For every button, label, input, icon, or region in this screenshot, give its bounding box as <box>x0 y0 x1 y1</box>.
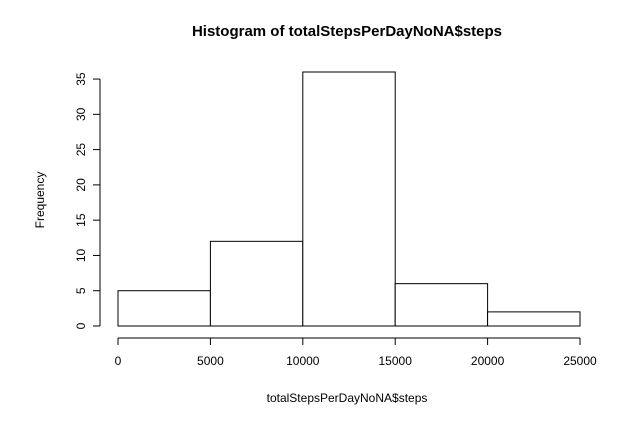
chart-title: Histogram of totalStepsPerDayNoNA$steps <box>192 23 502 40</box>
histogram-bar-2 <box>302 71 396 327</box>
y-tick-label-5: 25 <box>74 143 88 157</box>
y-axis: 0 5 10 15 20 25 30 35 <box>74 72 101 329</box>
x-tick-label-2: 10000 <box>286 354 320 368</box>
histogram-bar-4 <box>487 311 581 327</box>
y-tick-label-3: 15 <box>74 213 88 227</box>
bars-layer <box>117 71 581 327</box>
x-tick-label-4: 20000 <box>471 354 505 368</box>
histogram-bar-1 <box>209 240 304 327</box>
x-tick-label-0: 0 <box>115 354 122 368</box>
y-tick-label-7: 35 <box>74 72 88 86</box>
x-tick-label-5: 25000 <box>563 354 597 368</box>
y-axis-label: Frequency <box>33 172 47 229</box>
y-tick-label-4: 20 <box>74 178 88 192</box>
x-axis: 0 5000 10000 15000 20000 25000 <box>115 337 597 368</box>
x-tick-label-1: 5000 <box>197 354 224 368</box>
y-tick-label-0: 0 <box>74 322 88 329</box>
x-tick-label-3: 15000 <box>379 354 413 368</box>
x-axis-label: totalStepsPerDayNoNA$steps <box>267 391 428 405</box>
y-tick-label-2: 10 <box>74 248 88 262</box>
histogram-bar-3 <box>394 283 489 327</box>
y-tick-label-6: 30 <box>74 107 88 121</box>
y-tick-label-1: 5 <box>74 287 88 294</box>
histogram-bar-0 <box>117 290 211 327</box>
